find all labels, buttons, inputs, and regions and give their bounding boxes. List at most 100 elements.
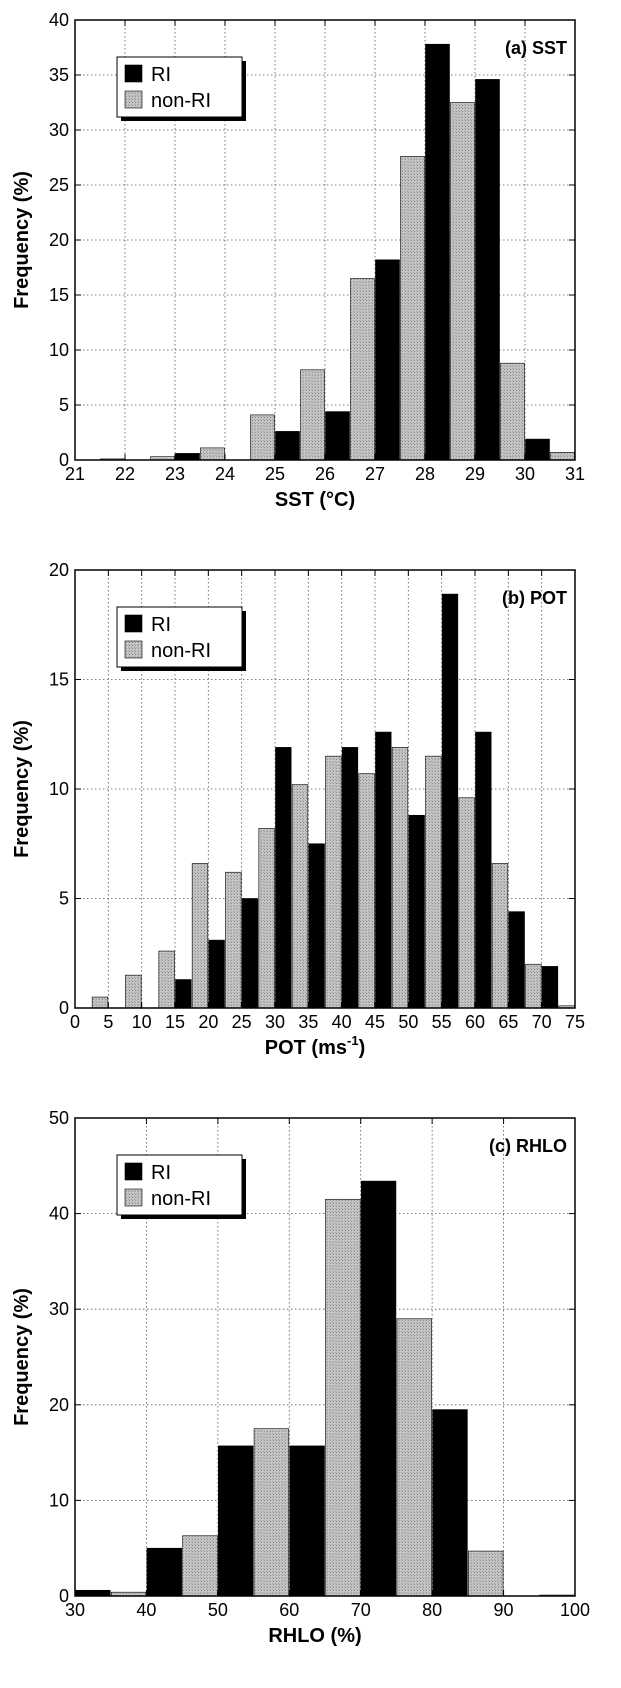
bar-ri xyxy=(218,1445,254,1597)
bar-non-ri xyxy=(350,278,375,461)
legend-swatch-ri xyxy=(124,614,143,633)
bar-ri xyxy=(375,731,392,1009)
x-tick-label: 75 xyxy=(565,1012,585,1032)
x-tick-label: 30 xyxy=(65,1600,85,1620)
bar-non-ri xyxy=(325,1198,361,1597)
legend-label-ri: RI xyxy=(151,614,171,636)
y-tick-label: 40 xyxy=(49,1204,69,1224)
x-tick-label: 15 xyxy=(165,1012,185,1032)
legend-label-non-ri: non-RI xyxy=(151,1188,211,1210)
gridlines xyxy=(75,570,575,1008)
bar-ri xyxy=(241,898,259,1009)
bar-ri xyxy=(308,843,325,1009)
x-axis-title: SST (°C) xyxy=(275,489,355,511)
axis-ticks: 0 10 20 30 40 50 30 40 50 60 70 80 90 100 xyxy=(49,1108,590,1620)
x-tick-label: 31 xyxy=(565,464,585,484)
bars xyxy=(75,1180,575,1597)
y-tick-label: 30 xyxy=(49,120,69,140)
x-tick-label: 0 xyxy=(70,1012,80,1032)
x-axis-title: RHLO (%) xyxy=(268,1625,361,1647)
x-tick-label: 30 xyxy=(265,1012,285,1032)
bar-ri xyxy=(146,1547,182,1597)
x-tick-label: 29 xyxy=(465,464,485,484)
bar-non-ri xyxy=(325,755,342,1009)
legend-label-ri: RI xyxy=(151,1162,171,1184)
y-tick-label: 20 xyxy=(49,560,69,580)
y-tick-label: 15 xyxy=(49,670,69,690)
bar-ri xyxy=(175,979,192,1009)
y-tick-label: 20 xyxy=(49,230,69,250)
y-tick-label: 40 xyxy=(49,10,69,30)
bar-non-ri xyxy=(550,451,575,461)
bar-non-ri xyxy=(125,974,142,1009)
legend: RI non-RI xyxy=(116,1154,246,1219)
bar-non-ri xyxy=(291,784,309,1009)
legend-label-non-ri: non-RI xyxy=(151,640,211,662)
x-tick-label: 27 xyxy=(365,464,385,484)
bar-ri xyxy=(289,1445,325,1597)
axis-ticks: 0 5 10 15 20 25 30 35 40 21 22 23 24 25 26 27 28 29 30 31 xyxy=(49,10,585,484)
x-tick-label: 50 xyxy=(208,1600,228,1620)
bar-non-ri xyxy=(400,156,425,461)
x-tick-label: 5 xyxy=(103,1012,113,1032)
bar-ri xyxy=(325,411,350,461)
x-tick-label: 40 xyxy=(136,1600,156,1620)
chart-panel-pot: 0 5 10 15 20 0 5 10 15 20 25 30 35 40 45 50 55 60 65 70 75 (… xyxy=(11,560,585,1059)
x-tick-label: 65 xyxy=(498,1012,518,1032)
legend-swatch-ri xyxy=(124,64,143,83)
y-tick-label: 20 xyxy=(49,1395,69,1415)
legend: RI non-RI xyxy=(116,56,246,121)
bar-non-ri xyxy=(491,863,509,1009)
x-tick-label: 20 xyxy=(198,1012,218,1032)
x-tick-label: 60 xyxy=(279,1600,299,1620)
y-axis-title: Frequency (%) xyxy=(11,171,33,309)
x-tick-label: 70 xyxy=(351,1600,371,1620)
panel-label: (c) RHLO xyxy=(489,1136,567,1156)
bar-ri xyxy=(525,438,550,461)
x-tick-label: 50 xyxy=(398,1012,418,1032)
bar-ri xyxy=(475,731,492,1009)
bar-non-ri xyxy=(500,362,525,461)
y-tick-label: 25 xyxy=(49,175,69,195)
legend-label-ri: RI xyxy=(151,64,171,86)
bar-non-ri xyxy=(258,828,275,1009)
x-tick-label: 23 xyxy=(165,464,185,484)
bar-ri xyxy=(175,453,200,461)
bars xyxy=(100,43,575,461)
x-tick-label: 80 xyxy=(422,1600,442,1620)
x-tick-label: 60 xyxy=(465,1012,485,1032)
bar-non-ri xyxy=(300,369,325,461)
x-axis-title-superscript: -1 xyxy=(347,1033,359,1048)
x-tick-label: 35 xyxy=(298,1012,318,1032)
y-tick-label: 0 xyxy=(59,1586,69,1606)
bar-non-ri xyxy=(182,1535,218,1597)
x-tick-label: 25 xyxy=(265,464,285,484)
x-tick-label: 40 xyxy=(332,1012,352,1032)
legend-swatch-non-ri xyxy=(124,1188,143,1207)
bar-ri xyxy=(441,593,459,1009)
bar-ri xyxy=(275,431,300,461)
bar-ri xyxy=(341,747,359,1009)
bar-non-ri xyxy=(91,996,109,1009)
y-axis-title: Frequency (%) xyxy=(11,720,33,858)
bar-non-ri xyxy=(250,414,275,461)
bar-ri xyxy=(541,966,559,1009)
y-tick-label: 0 xyxy=(59,998,69,1018)
legend-swatch-ri xyxy=(124,1162,143,1181)
bar-non-ri xyxy=(391,747,409,1009)
x-axis-title: POT (ms-1) xyxy=(265,1033,365,1059)
legend-swatch-non-ri xyxy=(124,640,143,659)
panel-label: (a) SST xyxy=(505,38,567,58)
x-tick-label: 100 xyxy=(560,1600,590,1620)
x-tick-label: 30 xyxy=(515,464,535,484)
y-tick-label: 15 xyxy=(49,285,69,305)
bar-non-ri xyxy=(525,963,542,1009)
bar-non-ri xyxy=(200,447,225,461)
bar-ri xyxy=(360,1180,397,1597)
chart-panel-rhlo: 0 10 20 30 40 50 30 40 50 60 70 80 90 100 (c) RHLO RH… xyxy=(11,1108,590,1647)
bar-non-ri xyxy=(468,1550,504,1597)
bar-ri xyxy=(75,1589,111,1597)
y-tick-label: 10 xyxy=(49,340,69,360)
bar-ri xyxy=(208,939,225,1009)
